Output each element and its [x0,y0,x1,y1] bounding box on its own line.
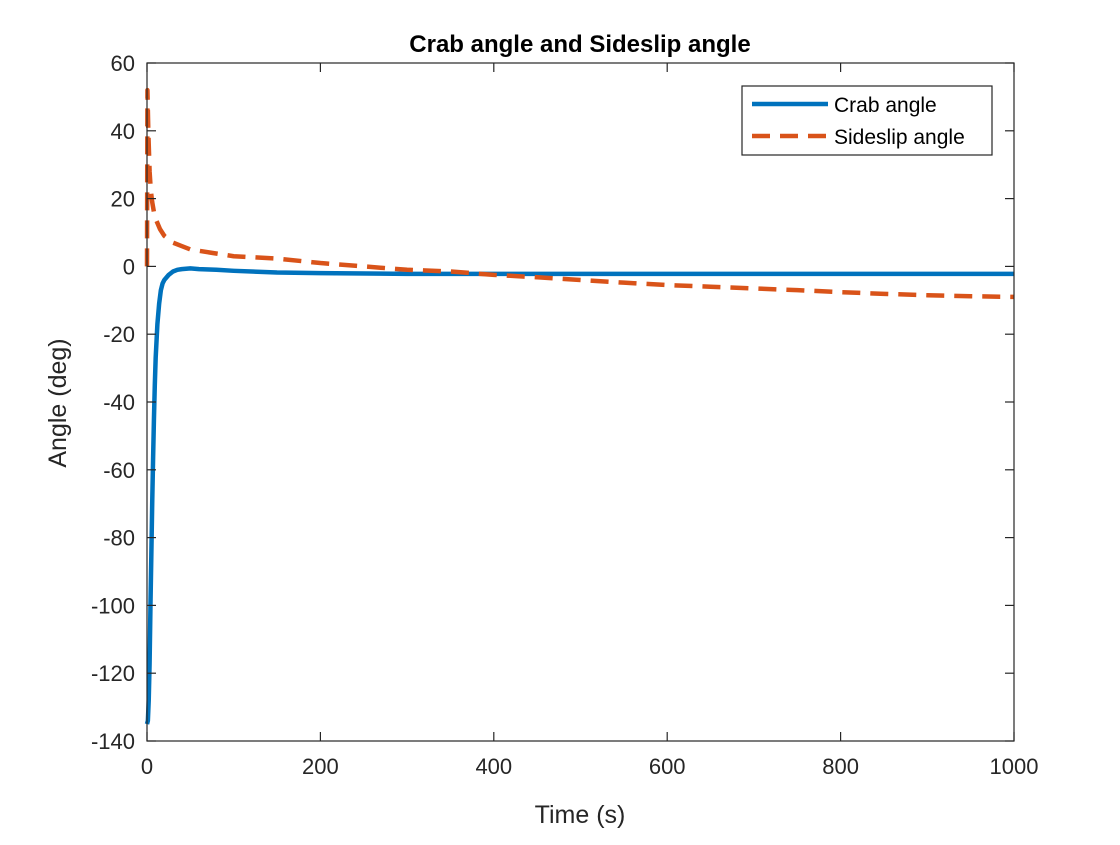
x-tick-label: 0 [141,754,153,779]
x-axis-label: Time (s) [535,801,626,829]
y-tick-label: -60 [103,458,135,483]
y-tick-label: 40 [111,119,135,144]
x-tick-label: 800 [822,754,859,779]
y-axis-label: Angle (deg) [44,338,72,467]
x-tick-label: 200 [302,754,339,779]
series-line-2 [144,87,1015,300]
y-tick-label: -140 [91,729,135,754]
series-line-1 [144,266,1014,725]
y-tick-label: -40 [103,390,135,415]
y-tick-label: -20 [103,322,135,347]
y-tick-label: 0 [123,254,135,279]
x-tick-label: 600 [649,754,686,779]
legend: Crab angle Sideslip angle [741,85,993,156]
y-tick-label: -80 [103,526,135,551]
y-tick-label: 20 [111,187,135,212]
x-tick-label: 1000 [990,754,1039,779]
y-tick-label: 60 [111,51,135,76]
legend-label-1: Crab angle [834,94,937,117]
y-tick-label: -120 [91,661,135,686]
plot-area: 0 200 400 600 800 1000-140-120-100-80-60-40-2… [91,51,1039,779]
x-tick-label: 400 [475,754,512,779]
y-tick-label: -100 [91,593,135,618]
legend-label-2: Sideslip angle [834,126,965,149]
legend-box [741,85,993,156]
chart-title: Crab angle and Sideslip angle [409,31,750,58]
